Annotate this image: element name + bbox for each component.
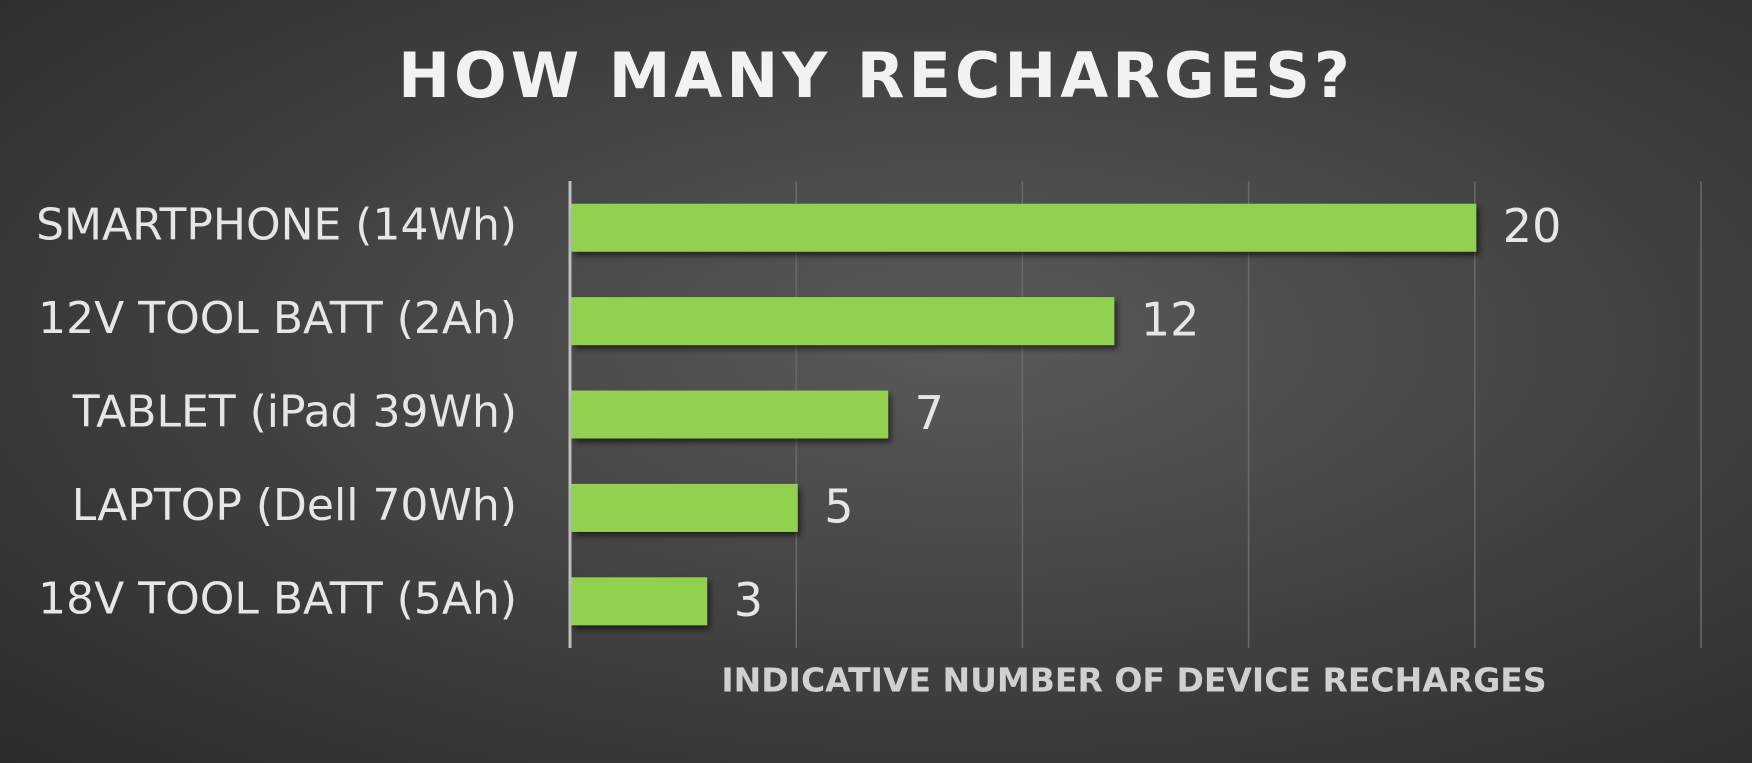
value-label: 12 xyxy=(1141,293,1200,347)
y-tick-label: 18V TOOL BATT (5Ah) xyxy=(38,573,517,624)
bar xyxy=(571,483,798,532)
bar xyxy=(571,390,889,439)
x-axis-label: INDICATIVE NUMBER OF DEVICE RECHARGES xyxy=(721,661,1546,700)
bar xyxy=(571,203,1477,252)
value-label: 5 xyxy=(824,479,853,533)
value-label: 3 xyxy=(734,573,763,627)
y-tick-label: 12V TOOL BATT (2Ah) xyxy=(38,293,517,344)
y-tick-label: SMARTPHONE (14Wh) xyxy=(36,200,517,251)
value-label: 20 xyxy=(1503,199,1562,253)
y-tick-label: LAPTOP (Dell 70Wh) xyxy=(72,480,517,531)
y-tick-label: TABLET (iPad 39Wh) xyxy=(72,387,517,438)
value-label: 7 xyxy=(915,386,944,440)
bar xyxy=(571,297,1115,346)
chart-title: HOW MANY RECHARGES? xyxy=(398,39,1354,112)
bar xyxy=(571,577,708,626)
